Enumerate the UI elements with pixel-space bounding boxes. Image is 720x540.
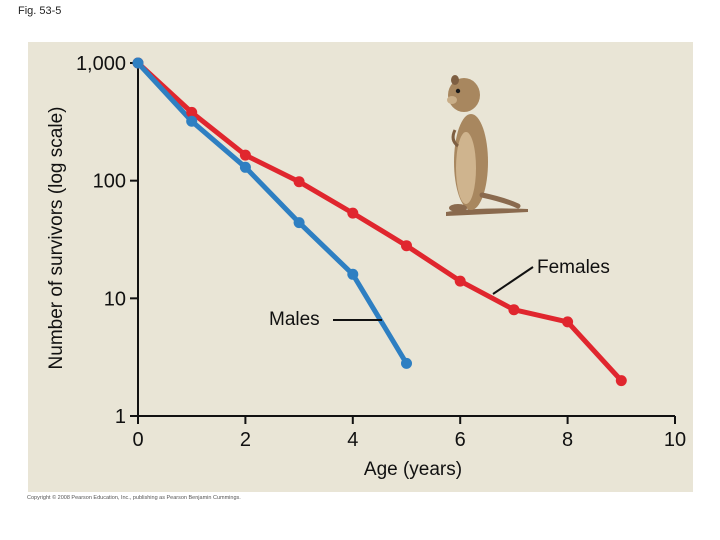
females-line [135,60,624,384]
males-point [239,161,251,173]
females-point [239,149,251,161]
females-point [454,275,466,287]
females-point [347,207,359,219]
males-point [347,268,359,280]
x-axis-title: Age (years) [364,459,462,480]
males-point [401,357,412,369]
females-leader-line [492,266,534,295]
x-tick-label: 4 [347,429,358,451]
females-point [186,106,198,118]
males-point [293,217,305,229]
data-points [132,57,627,387]
females-point [508,304,520,316]
figure-label: Fig. 53-5 [18,5,62,17]
females-point [293,176,305,188]
females-series-label: Females [537,257,610,278]
x-tick-label: 8 [562,429,573,451]
x-tick-label: 6 [455,429,466,451]
axes: 1,000 100 10 10 2 4 6 8 10 [76,53,686,451]
males-line [135,60,409,366]
ground-squirrel-illustration [446,75,528,216]
y-axis-title: Number of survivors (log scale) [46,107,67,370]
series-lines [135,60,624,384]
y-tick-label: 1 [115,406,126,428]
x-tick-label: 2 [240,429,251,451]
x-tick-label: 10 [664,429,686,451]
y-tick-label: 10 [104,288,126,310]
x-tick-label: 0 [132,429,143,451]
y-tick-label: 1,000 [76,53,126,75]
males-point [186,115,198,127]
females-point [615,375,627,387]
copyright-notice: Copyright © 2008 Pearson Education, Inc.… [27,494,241,501]
females-point [401,240,412,252]
females-point [562,316,574,328]
y-tick-label: 100 [93,171,126,193]
males-point [132,57,144,69]
males-series-label: Males [269,309,320,330]
